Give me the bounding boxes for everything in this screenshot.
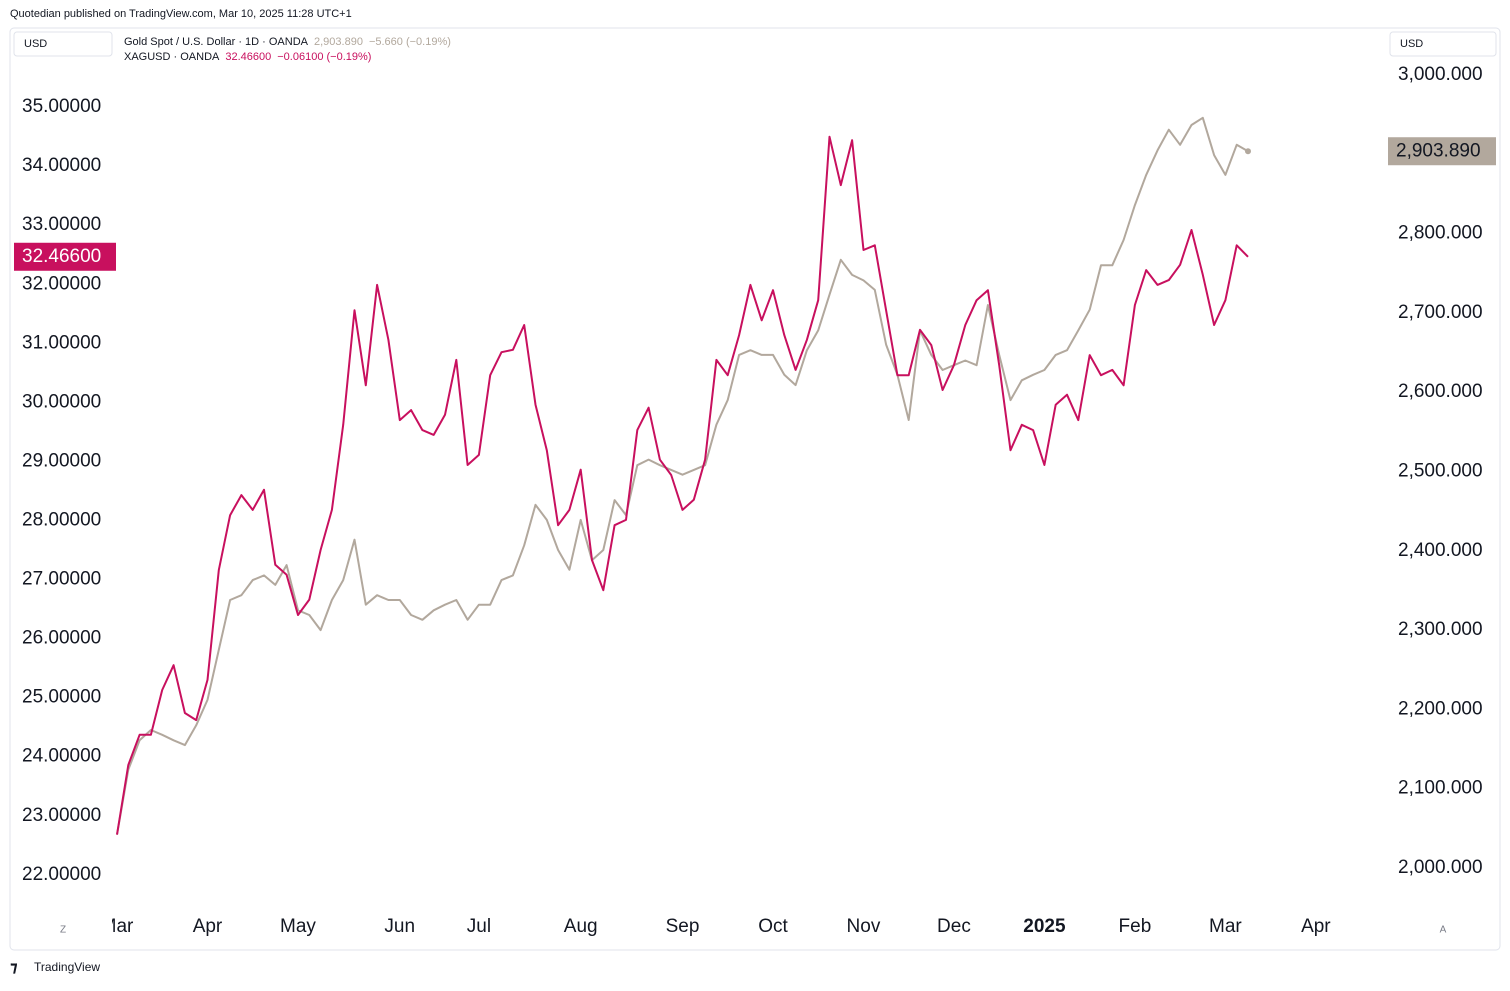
y-tick-label: 26.00000 [22, 628, 101, 649]
y2-tick-label: 2,500.000 [1398, 461, 1483, 482]
legend-name: XAGUSD · OANDA [124, 51, 220, 63]
y2-tick-label: 2,100.000 [1398, 778, 1483, 799]
y-tick-label: 35.00000 [22, 96, 101, 117]
price-badge [1388, 137, 1496, 166]
panel-border [9, 27, 1501, 951]
y2-tick-label: 2,400.000 [1398, 540, 1483, 561]
logo-mark: ⁊ [10, 959, 18, 976]
auto-button[interactable]: A [1440, 925, 1447, 936]
y-tick-label: 32.00000 [22, 273, 101, 294]
x-tick-label: Apr [1301, 916, 1331, 937]
x-tick-label: 2025 [1023, 916, 1066, 937]
y-tick-label: 24.00000 [22, 746, 101, 767]
y2-tick-label: 2,200.000 [1398, 698, 1483, 719]
y2-tick-label: 2,800.000 [1398, 223, 1483, 244]
unit-box[interactable] [1389, 31, 1497, 57]
left-unit: USD [24, 38, 47, 50]
log-button[interactable]: Z [60, 925, 66, 936]
y-tick-label: 34.00000 [22, 155, 101, 176]
y2-tick-label: 2,700.000 [1398, 302, 1483, 323]
y2-tick-label: 2,000.000 [1398, 857, 1483, 878]
y-tick-label: 31.00000 [22, 332, 101, 353]
x-tick-label: May [280, 916, 316, 937]
x-tick-label: Sep [666, 916, 700, 937]
x-tick-label: Oct [758, 916, 788, 937]
y-tick-label: 27.00000 [22, 569, 101, 590]
right-unit: USD [1400, 38, 1423, 50]
price-badge-label: 32.46600 [22, 246, 101, 267]
x-tick-label: Aug [564, 916, 598, 937]
unit-box[interactable] [13, 31, 113, 57]
legend-change: −5.660 (−0.19%) [369, 36, 451, 48]
y-tick-label: 30.00000 [22, 391, 101, 412]
legend-value: 32.46600 [225, 51, 271, 63]
x-tick-label: Jul [467, 916, 491, 937]
last-point [1245, 148, 1251, 155]
y-tick-label: 28.00000 [22, 510, 101, 531]
price-badge-label: 2,903.890 [1396, 140, 1481, 161]
series-line [116, 116, 1249, 835]
x-tick-label: Dec [937, 916, 971, 937]
x-tick-label: Nov [847, 916, 881, 937]
x-tick-label: Apr [193, 916, 223, 937]
y-tick-label: 33.00000 [22, 214, 101, 235]
footer: TradingView [34, 960, 100, 974]
y2-tick-label: 2,300.000 [1398, 619, 1483, 640]
y-tick-label: 23.00000 [22, 805, 101, 826]
y2-tick-label: 2,600.000 [1398, 381, 1483, 402]
price-badge [14, 242, 116, 271]
y-tick-label: 25.00000 [22, 687, 101, 708]
legend-value: 2,903.890 [314, 36, 363, 48]
plot: Mar Apr May Jun Jul Aug Sep Oct Nov Dec 2025 Feb Mar… [101, 116, 1331, 937]
x-tick-label: Mar [1209, 916, 1242, 937]
x-tick-label: Mar [101, 916, 134, 937]
x-tick-label: Feb [1119, 916, 1152, 937]
header: Quotedian published on TradingView.com, … [10, 8, 352, 20]
y-tick-label: 22.00000 [22, 864, 101, 885]
legend-name: Gold Spot / U.S. Dollar · 1D · OANDA [124, 36, 309, 48]
legend-change: −0.06100 (−0.19%) [277, 51, 371, 63]
y2-tick-label: 3,000.000 [1398, 64, 1483, 85]
x-tick-label: Jun [384, 916, 415, 937]
y-tick-label: 29.00000 [22, 450, 101, 471]
series-line [116, 135, 1249, 835]
